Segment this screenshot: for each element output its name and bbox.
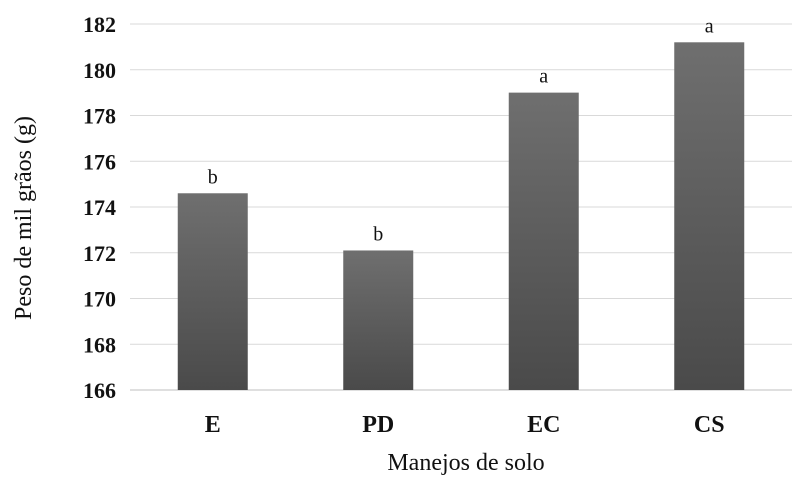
x-axis-title: Manejos de solo xyxy=(387,450,544,476)
x-tick-label: E xyxy=(205,412,221,438)
x-tick-label: EC xyxy=(527,412,560,438)
y-tick-label: 178 xyxy=(83,104,116,129)
y-axis-title: Peso de mil grãos (g) xyxy=(11,116,37,320)
x-axis-ticks: E PD EC CS xyxy=(205,412,725,438)
y-tick-label: 174 xyxy=(83,195,116,220)
bar-pd xyxy=(343,250,414,390)
bars xyxy=(177,42,745,391)
x-tick-label: PD xyxy=(362,412,394,438)
y-tick-label: 180 xyxy=(83,58,116,83)
y-tick-label: 166 xyxy=(83,378,116,403)
bar-significance-label: b xyxy=(208,166,218,188)
y-tick-label: 176 xyxy=(83,149,116,174)
y-tick-label: 170 xyxy=(83,287,116,312)
y-tick-label: 172 xyxy=(83,241,116,266)
bar-significance-label: a xyxy=(539,66,548,88)
bar-e xyxy=(177,193,248,390)
bar-significance-label: a xyxy=(705,15,714,37)
x-tick-label: CS xyxy=(694,412,725,438)
bar-ec xyxy=(508,92,579,390)
bar-labels: b b a a xyxy=(208,15,714,245)
bar-cs xyxy=(674,42,745,391)
y-tick-label: 168 xyxy=(83,332,116,357)
bar-significance-label: b xyxy=(373,223,383,245)
y-axis-ticks: 166 168 170 172 174 176 178 180 182 xyxy=(83,12,116,403)
y-tick-label: 182 xyxy=(83,12,116,37)
